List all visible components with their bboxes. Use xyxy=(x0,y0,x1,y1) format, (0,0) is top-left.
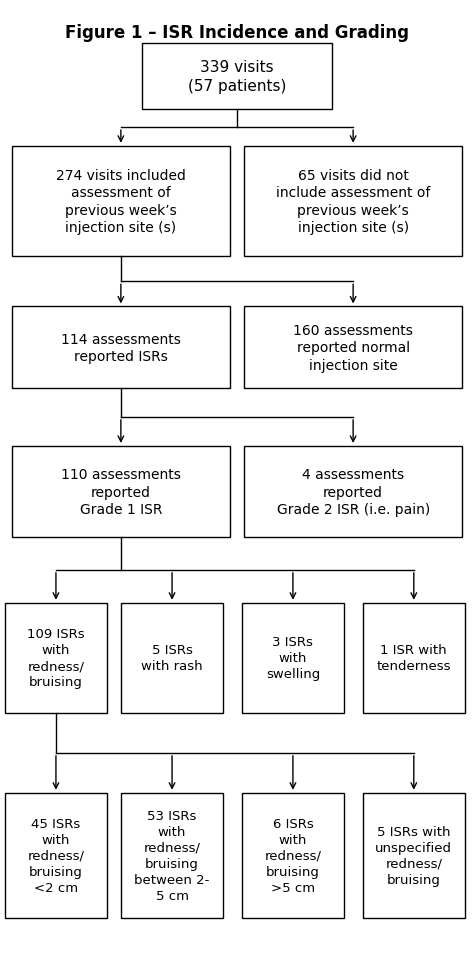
Text: 110 assessments
reported
Grade 1 ISR: 110 assessments reported Grade 1 ISR xyxy=(61,468,181,516)
FancyBboxPatch shape xyxy=(142,44,332,110)
Text: 274 visits included
assessment of
previous week’s
injection site (s): 274 visits included assessment of previo… xyxy=(56,169,186,234)
Text: 114 assessments
reported ISRs: 114 assessments reported ISRs xyxy=(61,333,181,363)
Text: 1 ISR with
tenderness: 1 ISR with tenderness xyxy=(376,644,451,673)
FancyBboxPatch shape xyxy=(12,146,230,257)
Text: 339 visits
(57 patients): 339 visits (57 patients) xyxy=(188,61,286,93)
FancyBboxPatch shape xyxy=(121,793,223,918)
Text: 45 ISRs
with
redness/
bruising
<2 cm: 45 ISRs with redness/ bruising <2 cm xyxy=(27,817,84,894)
FancyBboxPatch shape xyxy=(5,793,107,918)
Text: 5 ISRs
with rash: 5 ISRs with rash xyxy=(141,644,203,673)
Text: Figure 1 – ISR Incidence and Grading: Figure 1 – ISR Incidence and Grading xyxy=(65,24,409,42)
Text: 5 ISRs with
unspecified
redness/
bruising: 5 ISRs with unspecified redness/ bruisin… xyxy=(375,825,452,886)
FancyBboxPatch shape xyxy=(363,604,465,713)
FancyBboxPatch shape xyxy=(12,446,230,538)
FancyBboxPatch shape xyxy=(242,604,344,713)
FancyBboxPatch shape xyxy=(244,446,462,538)
Text: 160 assessments
reported normal
injection site: 160 assessments reported normal injectio… xyxy=(293,324,413,372)
FancyBboxPatch shape xyxy=(363,793,465,918)
FancyBboxPatch shape xyxy=(242,793,344,918)
Text: 65 visits did not
include assessment of
previous week’s
injection site (s): 65 visits did not include assessment of … xyxy=(276,169,430,234)
FancyBboxPatch shape xyxy=(5,604,107,713)
Text: 109 ISRs
with
redness/
bruising: 109 ISRs with redness/ bruising xyxy=(27,628,85,689)
Text: 3 ISRs
with
swelling: 3 ISRs with swelling xyxy=(266,636,320,680)
FancyBboxPatch shape xyxy=(244,308,462,388)
Text: 4 assessments
reported
Grade 2 ISR (i.e. pain): 4 assessments reported Grade 2 ISR (i.e.… xyxy=(276,468,430,516)
FancyBboxPatch shape xyxy=(12,308,230,388)
Text: 6 ISRs
with
redness/
bruising
>5 cm: 6 ISRs with redness/ bruising >5 cm xyxy=(264,817,321,894)
FancyBboxPatch shape xyxy=(244,146,462,257)
Text: 53 ISRs
with
redness/
bruising
between 2-
5 cm: 53 ISRs with redness/ bruising between 2… xyxy=(134,809,210,901)
FancyBboxPatch shape xyxy=(121,604,223,713)
